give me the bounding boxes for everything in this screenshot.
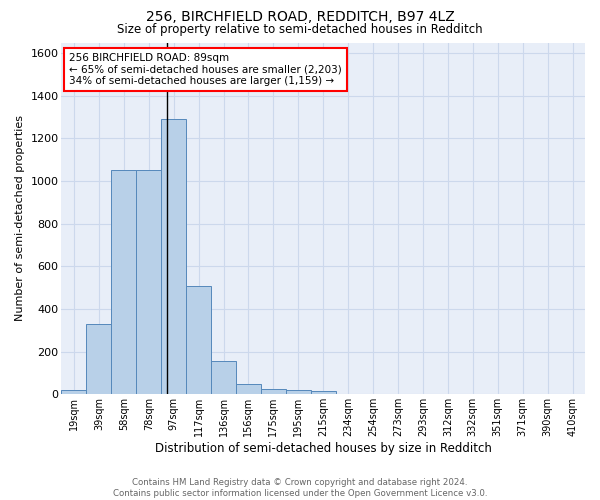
Bar: [161, 120, 186, 394]
Text: Size of property relative to semi-detached houses in Redditch: Size of property relative to semi-detach…: [117, 22, 483, 36]
Bar: [61, 390, 86, 394]
Text: 256 BIRCHFIELD ROAD: 89sqm
← 65% of semi-detached houses are smaller (2,203)
34%: 256 BIRCHFIELD ROAD: 89sqm ← 65% of semi…: [70, 53, 342, 86]
Text: 256, BIRCHFIELD ROAD, REDDITCH, B97 4LZ: 256, BIRCHFIELD ROAD, REDDITCH, B97 4LZ: [146, 10, 454, 24]
Bar: [136, 170, 161, 394]
Bar: [186, 286, 211, 395]
Bar: [311, 391, 335, 394]
Bar: [86, 324, 112, 394]
Bar: [286, 390, 311, 394]
Bar: [112, 170, 136, 394]
X-axis label: Distribution of semi-detached houses by size in Redditch: Distribution of semi-detached houses by …: [155, 442, 491, 455]
Bar: [236, 384, 261, 394]
Bar: [211, 361, 236, 394]
Bar: [261, 389, 286, 394]
Text: Contains HM Land Registry data © Crown copyright and database right 2024.
Contai: Contains HM Land Registry data © Crown c…: [113, 478, 487, 498]
Y-axis label: Number of semi-detached properties: Number of semi-detached properties: [15, 116, 25, 322]
